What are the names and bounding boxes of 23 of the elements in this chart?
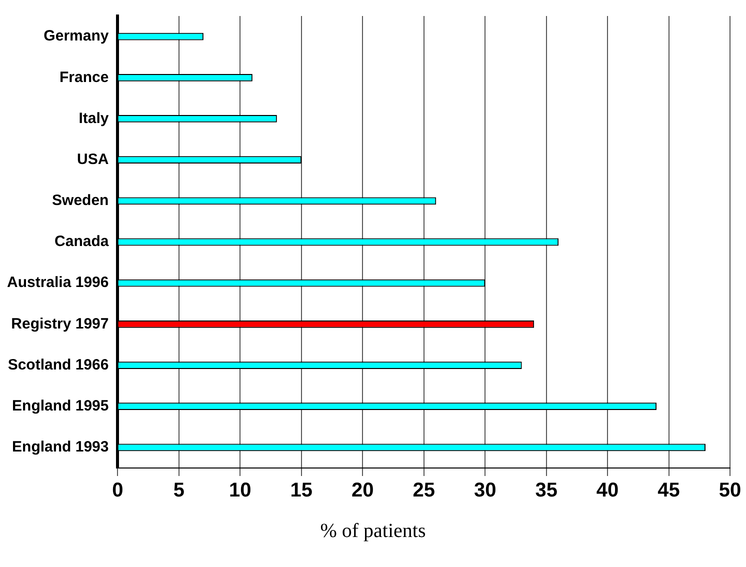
- x-tick-label: 0: [112, 480, 124, 502]
- x-tick-label: 45: [658, 480, 680, 502]
- y-tick-label: Germany: [44, 28, 110, 45]
- y-tick-label: France: [60, 68, 109, 86]
- x-tick-label: 5: [173, 480, 185, 502]
- x-tick-label: 40: [596, 480, 619, 502]
- x-tick-label: 30: [474, 480, 496, 502]
- x-tick-label: 10: [229, 480, 252, 502]
- x-tick-label: 35: [535, 480, 558, 502]
- y-tick-label: Canada: [54, 233, 110, 250]
- y-tick-label: England 1993: [12, 438, 109, 456]
- x-tick-label: 50: [718, 480, 742, 502]
- x-axis-title: % of patients: [319, 520, 427, 543]
- y-tick-label: Italy: [78, 110, 110, 127]
- y-tick-label: USA: [77, 150, 109, 168]
- y-tick-label: Australia 1996: [6, 274, 109, 292]
- y-tick-label: England 1995: [12, 398, 109, 415]
- x-tick-label: 25: [412, 480, 435, 502]
- x-tick-label: 15: [290, 480, 313, 502]
- y-tick-label: Registry 1997: [11, 315, 109, 332]
- y-tick-label: Sweden: [52, 192, 109, 210]
- y-tick-label: Scotland 1966: [8, 356, 109, 374]
- x-tick-label: 20: [352, 480, 374, 502]
